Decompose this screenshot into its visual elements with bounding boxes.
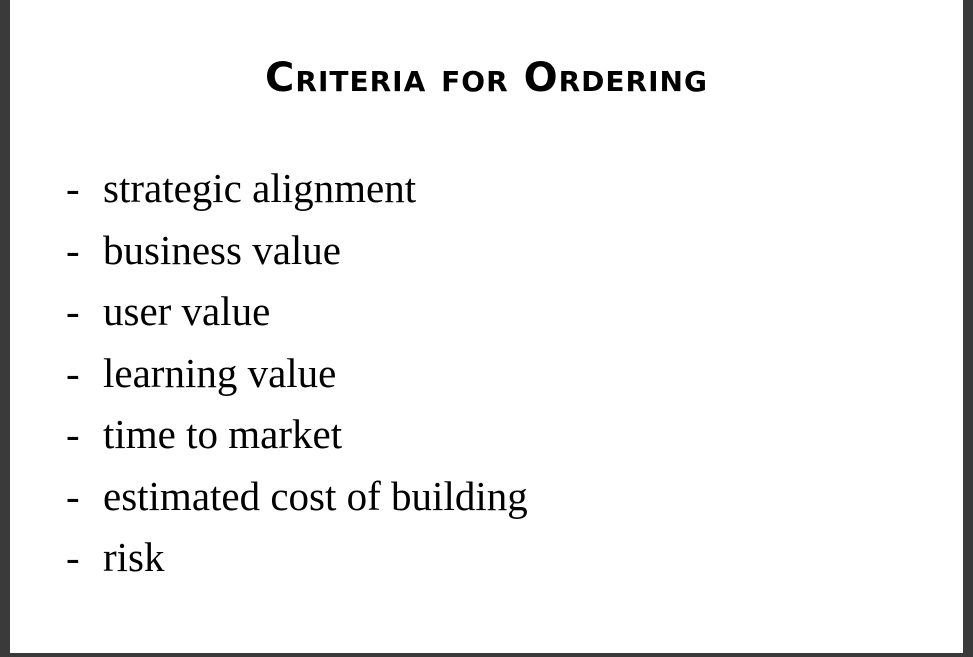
bullet-dash: - — [66, 349, 80, 396]
list-item: - time to market — [66, 408, 528, 470]
bullet-dash: - — [66, 288, 80, 334]
window-bottom-edge — [0, 653, 973, 657]
list-item: - strategic alignment — [66, 162, 528, 224]
list-item: - user value — [66, 285, 528, 347]
list-item-text: strategic alignment — [103, 165, 417, 211]
list-item-text: user value — [103, 288, 271, 334]
list-item-text: time to market — [103, 411, 343, 457]
bullet-dash: - — [66, 472, 80, 519]
list-item-text: estimated cost of building — [103, 472, 528, 519]
list-item-text: learning value — [103, 349, 337, 396]
bullet-dash: - — [66, 165, 80, 211]
slide: Criteria for Ordering - strategic alignme… — [10, 0, 963, 653]
slide-title: Criteria for Ordering — [265, 55, 708, 101]
list-item: - business value — [66, 224, 528, 286]
bullet-dash: - — [66, 534, 80, 580]
bullet-dash: - — [66, 411, 80, 457]
bullet-dash: - — [66, 226, 80, 273]
list-item: - risk — [66, 531, 528, 593]
list-item-text: business value — [103, 226, 341, 273]
list-item: - estimated cost of building — [66, 470, 528, 532]
list-item: - learning value — [66, 347, 528, 409]
bullet-list: - strategic alignment - business value - us… — [66, 162, 528, 593]
list-item-text: risk — [103, 534, 165, 580]
